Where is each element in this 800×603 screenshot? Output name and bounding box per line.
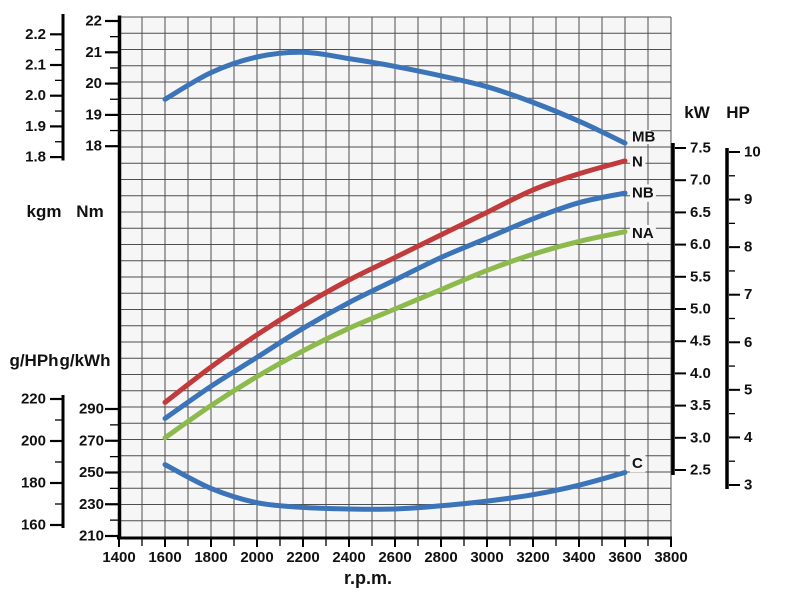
x-tick-label: 3600: [608, 549, 641, 566]
curve-nb: [162, 190, 628, 421]
kgm-tick-label: 2.2: [25, 26, 46, 43]
curve-mb: [162, 49, 628, 146]
nm-tick-label: 21: [85, 44, 102, 61]
rpm-axis-title: r.p.m.: [344, 568, 392, 588]
curve-label-bg: [630, 130, 651, 145]
x-tick-label: 3200: [516, 549, 549, 566]
kw-tick-label: 5.5: [690, 268, 711, 285]
curve-label-c: C: [632, 455, 643, 472]
x-tick-label: 2200: [286, 549, 319, 566]
axis-titles: kgm Nm g/HPh g/kWh kW HP r.p.m.: [9, 103, 749, 588]
gkwh-tick-label: 210: [79, 528, 104, 545]
curves: [162, 49, 628, 512]
curve-label-nb: NB: [632, 185, 654, 202]
curve-label-bg: [630, 153, 646, 171]
gkwh-axis-title: g/kWh: [60, 351, 111, 370]
kgm-tick-label: 1.9: [25, 118, 46, 135]
x-tick-label: 2400: [332, 549, 365, 566]
gkwh-tick-label: 290: [79, 401, 104, 418]
kw-tick-label: 6.0: [690, 236, 711, 253]
x-tick-label: 1800: [194, 549, 227, 566]
kw-tick-label: 6.5: [690, 204, 711, 221]
x-tick-label: 3400: [562, 549, 595, 566]
nm-tick-label: 20: [85, 75, 102, 92]
ghph-tick-label: 180: [21, 475, 46, 492]
plot-area: [118, 16, 672, 538]
x-tick-label: 3800: [654, 549, 687, 566]
curve-label-bg: [630, 224, 656, 243]
ghph-tick-label: 200: [21, 433, 46, 450]
ghph-tick-label: 160: [21, 517, 46, 534]
curve-label-bg: [630, 184, 656, 202]
ghph-tick-label: 220: [21, 391, 46, 408]
kgm-tick-label: 2.1: [25, 57, 46, 74]
kw-tick-label: 7.5: [690, 140, 711, 157]
kgm-tick-label: 1.8: [25, 149, 46, 166]
curve-label-bg: [630, 454, 646, 473]
hp-tick-label: 10: [744, 144, 761, 161]
curve-label-mb: MB: [632, 129, 655, 146]
hp-tick-label: 9: [744, 191, 752, 208]
curve-n: [162, 158, 628, 405]
kw-tick-label: 4.0: [690, 365, 711, 382]
kw-tick-label: 4.5: [690, 333, 711, 350]
kw-tick-label: 3.5: [690, 397, 711, 414]
nm-tick-label: 22: [85, 13, 102, 30]
x-tick-label: 1600: [148, 549, 181, 566]
curve-label-na: NA: [632, 225, 654, 242]
hp-tick-label: 6: [744, 334, 752, 351]
ghph-axis-title: g/HPh: [9, 351, 58, 370]
gkwh-tick-label: 270: [79, 432, 104, 449]
hp-tick-label: 5: [744, 381, 752, 398]
x-tick-label: 1400: [102, 549, 135, 566]
gkwh-tick-label: 230: [79, 496, 104, 513]
hp-axis-title: HP: [726, 103, 750, 122]
hp-tick-label: 8: [744, 239, 752, 256]
kgm-axis-title: kgm: [27, 202, 62, 221]
kw-tick-label: 7.0: [690, 172, 711, 189]
kw-tick-label: 3.0: [690, 429, 711, 446]
hp-tick-label: 4: [744, 429, 753, 446]
nm-tick-label: 18: [85, 138, 102, 155]
gkwh-tick-label: 250: [79, 464, 104, 481]
kw-tick-label: 5.0: [690, 301, 711, 318]
curve-c: [162, 462, 628, 512]
nm-tick-label: 19: [85, 106, 102, 123]
curve-na: [162, 229, 628, 441]
tick-labels: MB N NB NA C 1400 1600 1800 2000 2200 2400 2600 2800…: [21, 13, 761, 567]
x-tick-label: 2800: [424, 549, 457, 566]
hp-tick-label: 7: [744, 286, 752, 303]
x-tick-label: 3000: [470, 549, 503, 566]
hp-tick-label: 3: [744, 476, 752, 493]
x-tick-label: 2600: [378, 549, 411, 566]
kw-tick-label: 2.5: [690, 462, 711, 479]
axes: [50, 14, 740, 547]
nm-axis-title: Nm: [76, 202, 103, 221]
curve-label-n: N: [632, 153, 643, 170]
x-tick-label: 2000: [240, 549, 273, 566]
kw-axis-title: kW: [684, 103, 710, 122]
kgm-tick-label: 2.0: [25, 87, 46, 104]
